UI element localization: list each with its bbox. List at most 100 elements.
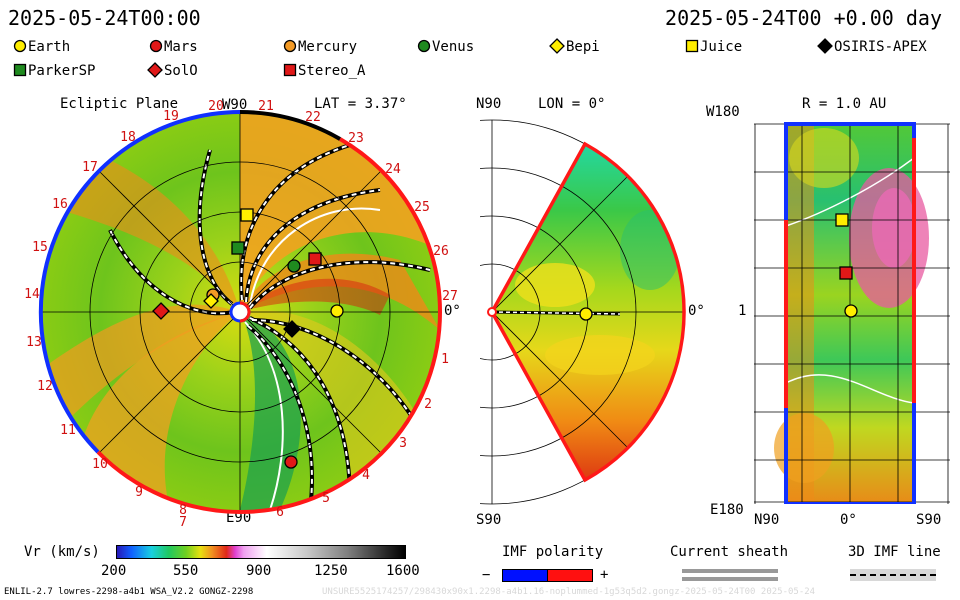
mars-marker-icon <box>149 39 163 53</box>
carrington-label: 19 <box>163 109 179 124</box>
colorbar-tick: 1250 <box>314 563 348 579</box>
sphere-x-left-label: N90 <box>754 512 780 528</box>
carrington-label: 24 <box>385 162 401 177</box>
footer-run-id: UNSURE5525174257/298430x90x1.2298-a4b1.1… <box>322 587 816 597</box>
carrington-label: 15 <box>32 240 48 255</box>
ecliptic-right-label: 0° <box>444 303 461 319</box>
carrington-label: 10 <box>92 457 108 472</box>
imf-plus-label: + <box>600 567 609 583</box>
carrington-label: 6 <box>276 505 284 520</box>
legend-label: Mercury <box>298 39 358 55</box>
legend-label: OSIRIS-APEX <box>834 39 927 55</box>
carrington-label: 17 <box>82 160 98 175</box>
legend-item-juice: Juice <box>684 38 742 55</box>
colorbar-tick: 900 <box>246 563 272 579</box>
meridional-top-label: N90 <box>476 96 502 112</box>
carrington-label: 21 <box>258 99 274 114</box>
sphere-x-right-label: S90 <box>916 512 942 528</box>
carrington-label: 26 <box>433 244 449 259</box>
meridional-right-label: 0° <box>688 303 705 319</box>
current-sheath-line <box>682 569 778 573</box>
legend-label: Venus <box>432 39 475 55</box>
legend-item-solo: SolO <box>146 62 198 79</box>
earth-marker-icon <box>844 304 858 318</box>
sphere-x-mid-label: 0° <box>840 512 857 528</box>
imf-3d-line-swatch <box>850 569 936 581</box>
current-sheath-label: Current sheath <box>670 544 789 560</box>
imf-polarity-label: IMF polarity <box>502 544 604 560</box>
legend-label: Earth <box>28 39 71 55</box>
juice-marker-icon <box>835 213 849 227</box>
sphere-mid-label: 1 <box>738 303 747 319</box>
meridional-title: LON = 0° <box>538 96 606 112</box>
juice-marker-icon <box>240 208 254 222</box>
sphere-top-label: W180 <box>706 104 740 120</box>
carrington-label: 5 <box>322 491 330 506</box>
osiris-apex-marker-icon <box>817 38 833 54</box>
bepi-marker-icon <box>203 293 219 309</box>
meridional-bottom-label: S90 <box>476 512 502 528</box>
legend-item-mercury: Mercury <box>282 38 357 55</box>
carrington-label: 9 <box>135 485 143 500</box>
legend-label: Stereo_A <box>298 63 366 79</box>
imf-negative-swatch <box>502 569 548 582</box>
ecliptic-plane-plot: 1 2 3 4 5 6 8 9 10 11 12 13 14 15 16 17 … <box>24 99 458 530</box>
carrington-label: 18 <box>120 130 136 145</box>
carrington-label: 27 <box>442 289 458 304</box>
carrington-label: 3 <box>399 436 407 451</box>
imf-3d-line-label: 3D IMF line <box>848 544 941 560</box>
carrington-labels: 1 2 3 4 5 6 8 9 10 11 12 13 14 15 16 17 … <box>24 99 458 520</box>
legend-item-mars: Mars <box>148 38 198 55</box>
stereo-a-marker-icon <box>839 266 853 280</box>
carrington-label: 14 <box>24 287 40 302</box>
carrington-label: 13 <box>26 335 42 350</box>
carrington-label: 2 <box>424 397 432 412</box>
sphere-bottom-label: E180 <box>710 502 744 518</box>
carrington-label: 11 <box>60 423 76 438</box>
carrington-label: 16 <box>52 197 68 212</box>
carrington-label: 4 <box>362 468 370 483</box>
velocity-colorbar <box>116 545 406 559</box>
venus-marker-icon <box>417 39 431 53</box>
ecliptic-top-label: W90 <box>222 97 248 113</box>
legend-label: Juice <box>700 39 743 55</box>
legend-item-osiris-apex: OSIRIS-APEX <box>816 38 927 55</box>
venus-marker-icon <box>287 259 301 273</box>
parkersp-marker-icon <box>13 63 27 77</box>
sphere-plot <box>754 122 950 504</box>
legend-item-earth: Earth <box>12 38 70 55</box>
osiris-apex-marker-icon <box>283 320 301 338</box>
legend-label: Bepi <box>566 39 600 55</box>
colorbar-label: Vr (km/s) <box>24 544 100 560</box>
sphere-title: R = 1.0 AU <box>802 96 887 112</box>
earth-marker-icon <box>330 304 344 318</box>
colorbar-tick: 1600 <box>386 563 420 579</box>
legend-item-venus: Venus <box>416 38 474 55</box>
legend-label: Mars <box>164 39 198 55</box>
legend-item-bepi: Bepi <box>548 38 600 55</box>
earth-marker-icon <box>13 39 27 53</box>
stereo-a-marker-icon <box>283 63 297 77</box>
carrington-label: 8 <box>179 503 187 518</box>
bepi-marker-icon <box>549 38 565 54</box>
juice-marker-icon <box>685 39 699 53</box>
mars-marker-icon <box>284 455 298 469</box>
solo-marker-icon <box>152 302 170 320</box>
ecliptic-title: Ecliptic Plane <box>60 96 179 112</box>
carrington-label: 22 <box>305 110 321 125</box>
mercury-marker-icon <box>283 39 297 53</box>
legend-label: SolO <box>164 63 198 79</box>
carrington-label: 25 <box>414 200 430 215</box>
right-timestamp: 2025-05-24T00 +0.00 day <box>665 6 942 30</box>
solo-marker-icon <box>147 62 163 78</box>
imf-minus-label: − <box>482 567 491 583</box>
legend-label: ParkerSP <box>28 63 96 79</box>
ecliptic-bottom-label: E90 <box>226 510 252 526</box>
footer-run-info: ENLIL-2.7 lowres-2298-a4b1 WSA_V2.2 GONG… <box>4 587 254 597</box>
carrington-label: 23 <box>348 131 364 146</box>
legend-item-parkersp: ParkerSP <box>12 62 95 79</box>
carrington-label: 1 <box>441 352 449 367</box>
carrington-label: 20 <box>208 99 224 114</box>
ecliptic-lat-label: LAT = 3.37° <box>314 96 407 112</box>
current-sheath-line <box>682 577 778 581</box>
